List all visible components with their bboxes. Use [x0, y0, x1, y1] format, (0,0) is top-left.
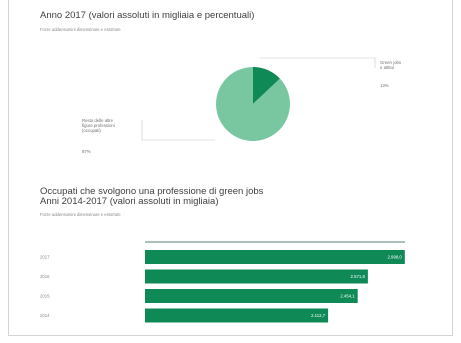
- pie-chart: [215, 67, 290, 141]
- pie-chart-title: Anno 2017 (valori assoluti in migliaia e…: [40, 10, 255, 21]
- bar-category-label: 2015: [40, 294, 50, 299]
- pie-value-rest: 87%: [82, 149, 91, 154]
- bar-chart-title-line2: Anni 2014-2017 (valori assoluti in migli…: [40, 196, 219, 207]
- bar-category-label: 2016: [40, 274, 50, 279]
- bar-2014: [145, 308, 329, 323]
- bar-category-label: 2014: [40, 313, 50, 318]
- bar-value-label: 2.571,8: [351, 274, 366, 279]
- pie-slice-green-jobs: [253, 67, 280, 104]
- pie-label-rest: Resto delle altre figure professioni (occu…: [82, 118, 115, 133]
- bar-chart: 2017 2.998,0 2016 2.571,8 2015 2.454,1 2014 2.1…: [40, 250, 405, 323]
- bar-2017: [145, 250, 405, 264]
- pie-leader-line-rest: [141, 120, 215, 141]
- bar-chart-title-line1: Occupati che svolgono una professione di…: [40, 186, 264, 197]
- bar-value-label: 2.998,0: [387, 255, 402, 260]
- pie-value-green-jobs: 13%: [380, 83, 389, 88]
- bar-source-note: Forze addensomini dimensinare e estortut…: [40, 212, 121, 217]
- bar-2015: [145, 289, 358, 303]
- pie-source-note: Forze addensomini dimensinare e estortut…: [40, 27, 121, 32]
- bar-category-label: 2017: [40, 255, 50, 260]
- bar-2016: [145, 269, 368, 284]
- bar-value-label: 2.454,1: [340, 294, 355, 299]
- bar-value-label: 2.112,7: [311, 313, 326, 318]
- pie-slice-rest: [215, 67, 290, 141]
- pie-leader-line-green-jobs: [260, 57, 376, 68]
- bar-chart-title: Occupati che svolgono una professione di…: [40, 187, 263, 207]
- pie-label-green-jobs: Green jobs e attitui: [380, 60, 401, 70]
